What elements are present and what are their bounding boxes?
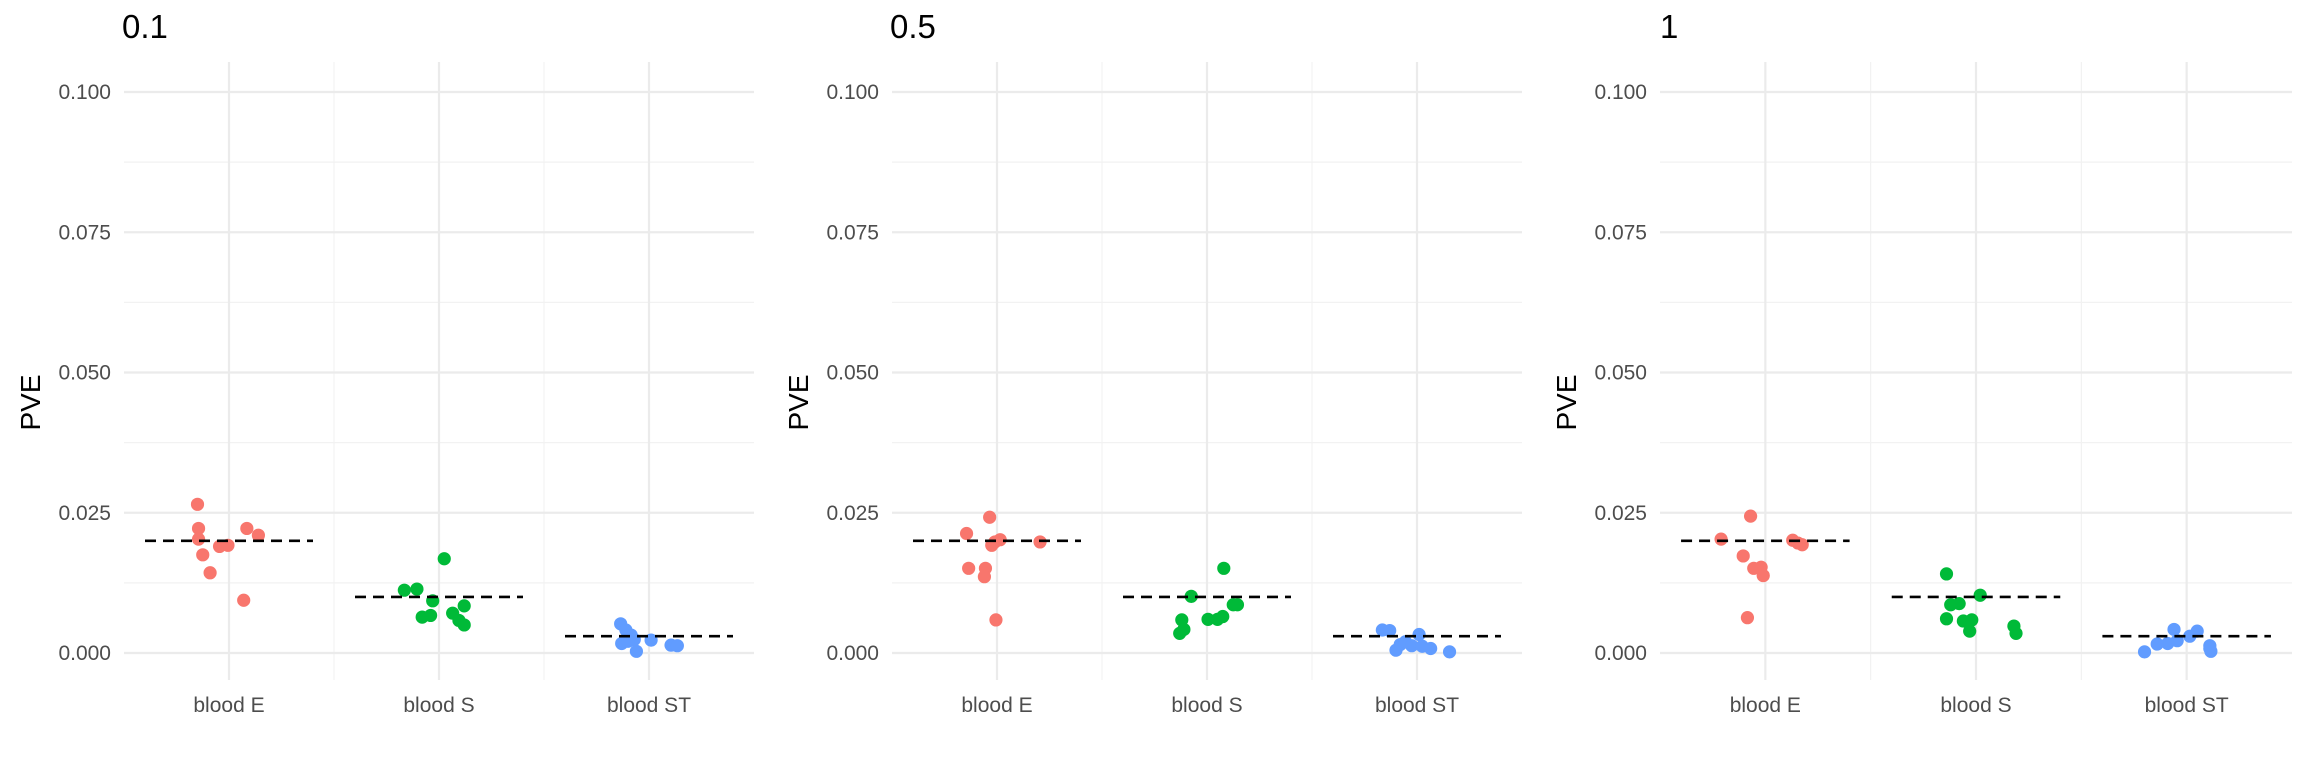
y-axis-title: PVE [783, 374, 814, 430]
data-point [1939, 612, 1954, 626]
panel-2: 0.000 0.025 0.050 0.075 0.100 blood E blood S b… [783, 8, 1522, 717]
y-tick-label: 0.075 [826, 221, 879, 244]
data-point [2137, 645, 2152, 659]
y-tick-label: 0.025 [58, 502, 111, 525]
data-point [1177, 622, 1191, 637]
data-point [1383, 623, 1397, 638]
y-axis-title: PVE [1551, 374, 1582, 430]
panel-title: 1 [1660, 8, 1678, 45]
data-point [397, 583, 411, 597]
x-tick-label: blood E [961, 694, 1032, 717]
data-point [191, 521, 206, 536]
x-tick-label: blood E [1730, 694, 1801, 717]
x-tick-label: blood E [193, 694, 264, 717]
data-point [1216, 609, 1230, 624]
y-tick-label: 0.050 [826, 362, 879, 385]
data-point [1965, 613, 1979, 627]
data-point [191, 532, 206, 546]
data-point [2150, 637, 2164, 651]
data-point [989, 613, 1003, 627]
data-point [670, 639, 684, 653]
y-axis-title: PVE [15, 374, 46, 430]
y-tick-label: 0.100 [58, 81, 111, 104]
data-point [237, 593, 251, 607]
data-point [621, 634, 635, 648]
data-point [962, 561, 976, 575]
x-tick-label: blood ST [1375, 694, 1459, 717]
data-point [1939, 567, 1954, 581]
data-point [1217, 561, 1231, 575]
x-tick-label: blood S [1940, 694, 2011, 717]
data-point [959, 526, 974, 541]
data-point [1973, 588, 1987, 602]
data-point [240, 521, 254, 536]
x-tick-label: blood S [1171, 694, 1242, 717]
data-point [1714, 532, 1728, 546]
data-point [1201, 612, 1215, 626]
data-point [1952, 597, 1966, 611]
data-point [457, 618, 471, 632]
x-tick-label: blood ST [2145, 694, 2229, 717]
panel-title: 0.5 [890, 8, 936, 45]
y-tick-label: 0.000 [1594, 642, 1647, 665]
data-point [203, 566, 217, 580]
y-tick-label: 0.025 [1594, 502, 1647, 525]
data-point [437, 552, 451, 566]
data-point [1740, 611, 1755, 625]
data-point [251, 528, 265, 542]
data-point [1405, 639, 1419, 653]
x-tick-label: blood ST [607, 694, 691, 717]
data-point [2190, 624, 2204, 638]
data-point [629, 644, 644, 658]
y-tick-label: 0.100 [826, 81, 879, 104]
data-point [2203, 641, 2217, 656]
y-tick-label: 0.050 [1594, 362, 1647, 385]
panel-title: 0.1 [122, 8, 168, 45]
data-point [977, 570, 992, 584]
data-point [2009, 626, 2023, 640]
data-point [1442, 645, 1457, 659]
y-tick-label: 0.075 [1594, 221, 1647, 244]
data-point [1412, 627, 1426, 642]
data-point [993, 533, 1007, 547]
data-point [1424, 641, 1438, 656]
data-point [190, 497, 205, 511]
data-point [196, 548, 210, 562]
data-point [424, 608, 438, 623]
y-tick-label: 0.000 [826, 642, 879, 665]
data-point [1230, 598, 1245, 612]
data-point [1756, 568, 1770, 583]
y-tick-label: 0.000 [58, 642, 111, 665]
y-tick-label: 0.025 [826, 502, 879, 525]
y-tick-label: 0.050 [58, 362, 111, 385]
data-point [1184, 589, 1198, 603]
data-point [1963, 624, 1977, 638]
y-tick-label: 0.075 [58, 221, 111, 244]
data-point [1743, 509, 1758, 523]
data-point [983, 510, 997, 524]
data-point [2167, 622, 2181, 637]
x-tick-label: blood S [403, 694, 474, 717]
data-point [1736, 549, 1750, 563]
data-point [457, 599, 471, 613]
data-point [410, 582, 424, 596]
panel-3: 0.000 0.025 0.050 0.075 0.100 blood E blood S b… [1551, 8, 2292, 717]
y-tick-label: 0.100 [1594, 81, 1647, 104]
panel-1: 0.000 0.025 0.050 0.075 0.100 blood E blood S b… [15, 8, 754, 717]
